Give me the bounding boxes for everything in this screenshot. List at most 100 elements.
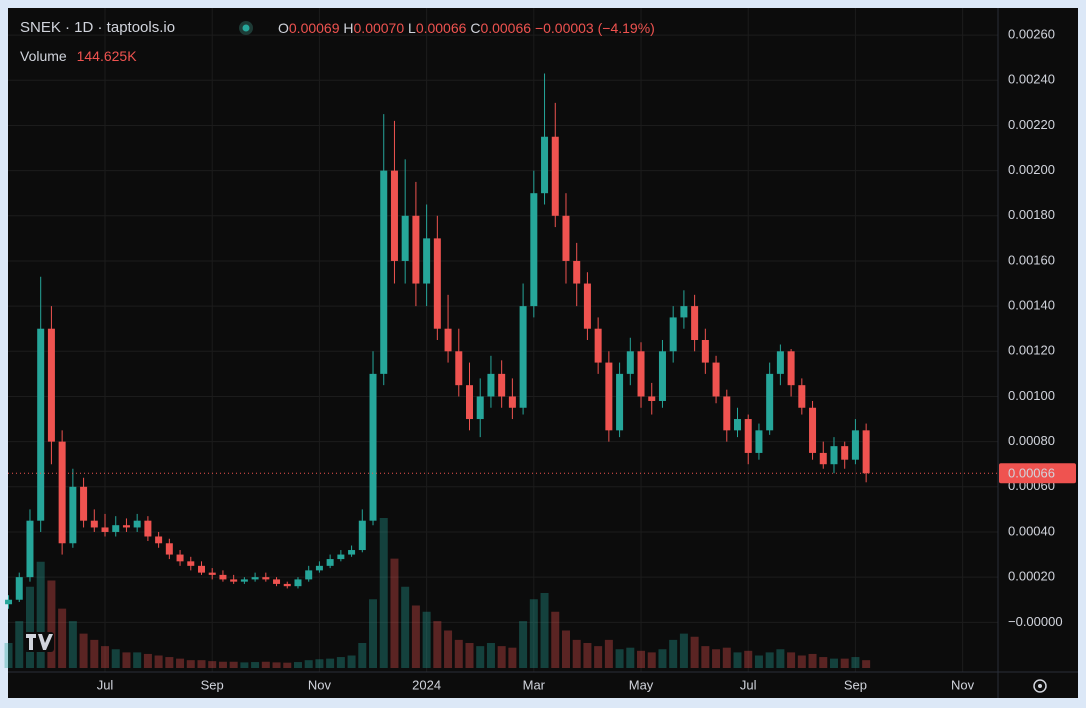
volume-bar: [15, 621, 24, 668]
candle-body: [423, 238, 431, 284]
axes: −0.000000.000200.000400.000600.000800.00…: [8, 27, 1076, 692]
candle-body: [433, 238, 441, 329]
y-tick-label: −0.00000: [1008, 614, 1063, 629]
candle-body: [112, 525, 120, 532]
volume-bar: [787, 652, 796, 668]
candle-body: [841, 446, 849, 460]
volume-bar: [519, 621, 528, 668]
candle-body: [133, 520, 141, 528]
candle-body: [47, 328, 55, 442]
volume-bar: [197, 660, 206, 668]
candle-body: [530, 193, 538, 307]
y-tick-label: 0.00180: [1008, 207, 1055, 222]
settings-icon[interactable]: [1033, 679, 1047, 693]
volume-bar: [604, 639, 613, 668]
price-axis-background: [998, 8, 1078, 698]
volume-bar: [261, 661, 270, 668]
volume-label: Volume: [20, 48, 67, 64]
candle-body: [594, 328, 602, 363]
last-price-tag: [999, 463, 1076, 484]
candle-body: [498, 373, 506, 397]
candle-body: [273, 579, 281, 584]
volume-bar: [186, 660, 195, 668]
volume-bar: [690, 636, 699, 668]
x-tick-label: Mar: [523, 677, 546, 692]
candle-body: [90, 520, 98, 528]
volume-bar: [229, 661, 238, 668]
volume-bar: [733, 652, 742, 668]
volume-bar: [369, 599, 378, 668]
candle-body: [712, 362, 720, 397]
volume-bar: [390, 558, 399, 668]
volume-bar: [68, 621, 77, 668]
candle-body: [315, 565, 323, 571]
candle-body: [337, 554, 345, 560]
candle-body: [648, 396, 656, 401]
volume-value: 144.625K: [77, 48, 138, 64]
volume-bar: [776, 649, 785, 668]
change-percent: (−4.19%): [598, 20, 655, 36]
candle-body: [637, 351, 645, 397]
x-tick-label: Sep: [844, 677, 867, 692]
volume-bar: [669, 639, 678, 668]
candle-body: [626, 351, 634, 374]
candle-body: [787, 351, 795, 386]
volume-bar: [208, 661, 217, 668]
candle-body: [348, 550, 356, 555]
candle-body: [616, 373, 624, 431]
candle-body: [326, 559, 334, 566]
volume-bar: [36, 561, 45, 668]
candle-body: [219, 574, 227, 580]
y-tick-label: 0.00040: [1008, 523, 1055, 538]
candle-body: [776, 351, 784, 374]
volume-bar: [304, 660, 313, 668]
x-tick-label: 2024: [412, 677, 441, 692]
volume-bar: [594, 646, 603, 668]
candle-body: [680, 306, 688, 318]
candle-body: [5, 599, 13, 605]
x-tick-label: Sep: [201, 677, 224, 692]
candle-body: [208, 572, 216, 575]
volume-bar: [293, 662, 302, 668]
grid: [8, 8, 998, 672]
volume-bar: [476, 646, 485, 668]
y-tick-label: 0.00220: [1008, 117, 1055, 132]
y-tick-label: 0.00020: [1008, 569, 1055, 584]
candle-body: [155, 536, 163, 544]
candle-body: [165, 543, 173, 555]
volume-bar: [862, 660, 871, 668]
candle-body: [605, 362, 613, 431]
volume-bar: [336, 657, 345, 668]
volume-bar: [829, 658, 838, 668]
volume-bar: [701, 646, 710, 668]
volume-bar: [754, 655, 763, 668]
volume-bar: [797, 655, 806, 668]
candle-body: [465, 385, 473, 420]
volume-bar: [712, 649, 721, 668]
candle-body: [562, 215, 570, 261]
volume-bar: [422, 611, 431, 668]
candle-body: [358, 520, 366, 551]
candle-body: [487, 373, 495, 397]
candle-body: [583, 283, 591, 329]
volume-bar: [508, 647, 517, 668]
ohlc-legend: O0.00069 H0.00070 L0.00066 C0.00066 −0.0…: [278, 20, 655, 36]
ohlc-name: L: [408, 20, 416, 36]
candle-body: [283, 583, 291, 587]
candle-body: [176, 554, 184, 562]
volume-bar: [101, 646, 110, 668]
candle-body: [809, 407, 817, 453]
y-tick-label: 0.00140: [1008, 298, 1055, 313]
candle-body: [101, 527, 109, 532]
volume-bar: [111, 649, 120, 668]
candle-body: [744, 419, 752, 453]
candle-body: [519, 306, 527, 408]
x-tick-label: Jul: [97, 677, 114, 692]
volume-bar: [283, 662, 292, 668]
ohlc-name: O: [278, 20, 289, 36]
volume-bar: [851, 657, 860, 668]
y-tick-label: 0.00080: [1008, 433, 1055, 448]
volume-bar: [626, 647, 635, 668]
